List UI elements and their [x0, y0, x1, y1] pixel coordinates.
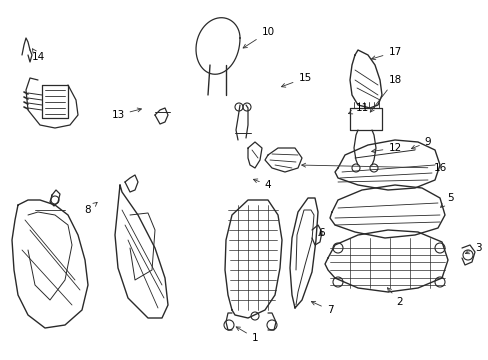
Text: 11: 11 [348, 103, 368, 114]
Text: 4: 4 [253, 179, 271, 190]
Text: 7: 7 [311, 301, 333, 315]
Text: 16: 16 [301, 163, 446, 173]
Text: 9: 9 [410, 137, 430, 149]
Text: 3: 3 [465, 243, 480, 254]
Text: 18: 18 [369, 75, 401, 112]
Text: 2: 2 [386, 288, 403, 307]
Text: 10: 10 [243, 27, 274, 48]
Text: 6: 6 [318, 228, 325, 238]
Text: 1: 1 [236, 327, 258, 343]
Text: 15: 15 [281, 73, 311, 87]
Text: 12: 12 [371, 143, 401, 153]
Text: 8: 8 [84, 202, 97, 215]
Text: 13: 13 [111, 108, 141, 120]
Text: 17: 17 [371, 47, 401, 60]
Text: 5: 5 [440, 193, 452, 207]
Text: 14: 14 [31, 49, 44, 62]
